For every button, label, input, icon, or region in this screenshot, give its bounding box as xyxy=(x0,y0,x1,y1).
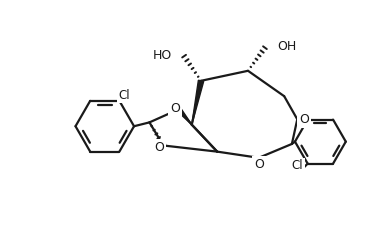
Text: Cl: Cl xyxy=(119,89,130,102)
Text: O: O xyxy=(254,158,264,171)
Text: O: O xyxy=(170,102,180,115)
Text: O: O xyxy=(299,113,309,126)
Polygon shape xyxy=(192,80,204,125)
Polygon shape xyxy=(177,108,192,125)
Text: Cl: Cl xyxy=(291,159,303,172)
Text: HO: HO xyxy=(152,49,172,62)
Text: O: O xyxy=(154,141,164,154)
Text: OH: OH xyxy=(277,41,296,53)
